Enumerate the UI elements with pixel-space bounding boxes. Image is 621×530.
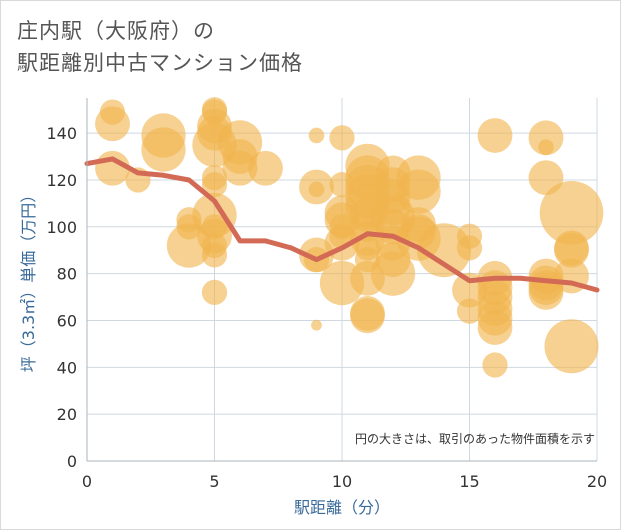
bubble-point: [370, 251, 416, 296]
chart-title-line1: 庄内駅（大阪府）の: [17, 19, 215, 43]
y-tick-label: 140: [46, 124, 77, 143]
bubble-series: [95, 97, 604, 378]
bubble-point: [477, 310, 513, 345]
y-tick-label: 100: [46, 218, 77, 237]
y-tick-label: 120: [46, 171, 77, 190]
bubble-point: [456, 298, 483, 324]
average-line-series: [84, 156, 600, 293]
bubble-point: [477, 118, 513, 153]
y-axis-label: 坪（3.3㎡）単価（万円）: [19, 187, 38, 372]
bubble-point: [308, 181, 325, 198]
bubble-point: [248, 150, 283, 186]
bubble-point: [222, 150, 258, 186]
chart-note: 円の大きさは、取引のあった物件面積を示す: [355, 431, 595, 446]
x-tick-label: 20: [587, 472, 607, 491]
bubble-point: [350, 298, 385, 334]
bubble-point: [201, 279, 228, 305]
bubble-point: [482, 352, 508, 378]
y-tick-label: 0: [67, 452, 77, 471]
bubble-point: [538, 139, 554, 155]
average-price-line: [84, 156, 600, 293]
x-tick-label: 15: [459, 472, 479, 491]
bubble-point: [329, 125, 355, 151]
bubble-point: [539, 180, 604, 245]
bubble-point: [544, 319, 599, 374]
y-tick-label: 20: [57, 405, 77, 424]
y-tick-label: 40: [57, 358, 77, 377]
chart-title: 庄内駅（大阪府）の 駅距離別中古マンション価格: [17, 15, 303, 79]
y-tick-label: 80: [57, 265, 77, 284]
bubble-point: [311, 319, 322, 331]
bubble-point: [528, 120, 564, 156]
bubble-point: [554, 232, 589, 268]
bubble-point: [201, 172, 228, 198]
chart-title-line2: 駅距離別中古マンション価格: [17, 51, 303, 75]
bubble-point: [141, 127, 186, 172]
bubble-point: [396, 169, 441, 214]
x-tick-label: 5: [209, 472, 219, 491]
x-tick-label: 10: [332, 472, 352, 491]
axes: 0 5 10 15 20 0 20 40 60 80 100 120 140: [46, 98, 607, 491]
bubble-point: [456, 235, 483, 261]
x-axis-label: 駅距離（分）: [294, 498, 390, 517]
y-tick-label: 60: [57, 311, 77, 330]
x-tick-label: 0: [82, 472, 92, 491]
bubble-point: [95, 106, 130, 142]
bubble-point: [308, 127, 325, 144]
bubble-point: [201, 242, 228, 268]
